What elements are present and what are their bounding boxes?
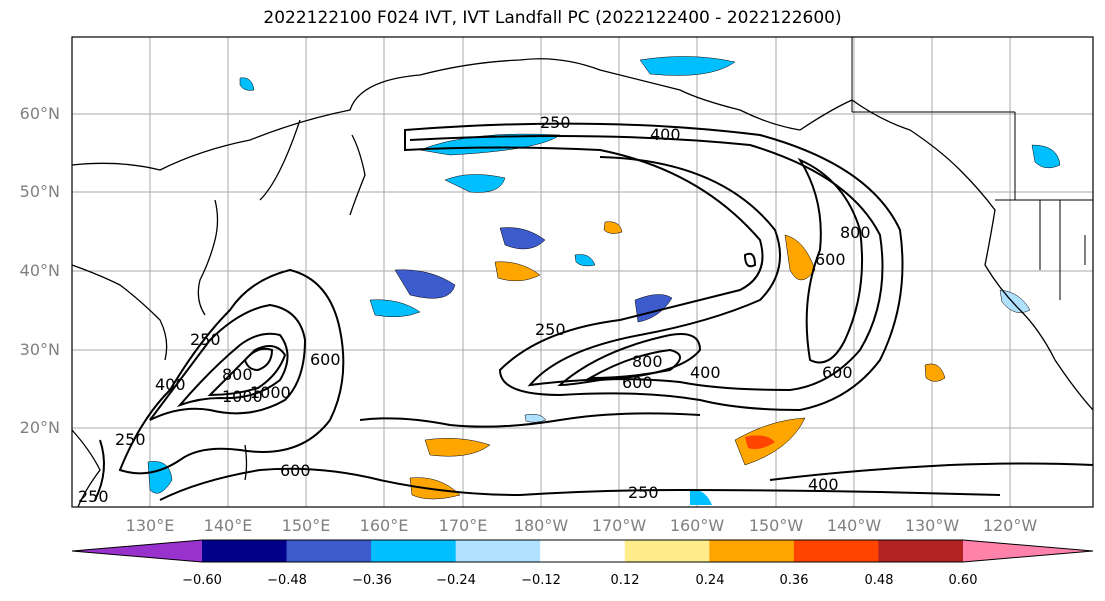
contour-label: 250 <box>78 487 109 506</box>
colorbar-segment <box>455 540 541 562</box>
colorbar-tick-label: −0.60 <box>182 573 222 588</box>
coastlines <box>71 58 1094 508</box>
lon-label: 140°W <box>826 516 882 535</box>
lat-label: 20°N <box>19 418 60 437</box>
contour-label: 600 <box>310 350 341 369</box>
colorbar-tick-label: 0.60 <box>948 573 978 588</box>
colorbar-segment <box>709 540 795 562</box>
lon-label: 120°W <box>982 516 1038 535</box>
colorbar-tick-label: −0.24 <box>436 573 476 588</box>
colorbar-tick-label: 0.48 <box>864 573 894 588</box>
map-title: 2022122100 F024 IVT, IVT Landfall PC (20… <box>263 8 842 28</box>
map-frame <box>71 36 1094 508</box>
colorbar-tick-label: 0.24 <box>695 573 725 588</box>
ivt-contours <box>94 122 1094 501</box>
lat-label: 50°N <box>19 182 60 201</box>
colorbar-segment <box>202 540 288 562</box>
contour-label: 250 <box>535 320 566 339</box>
lon-label: 170°W <box>591 516 647 535</box>
graticule <box>72 37 1093 507</box>
colorbar-segment <box>371 540 457 562</box>
colorbar-segment <box>793 540 879 562</box>
contour-label: 800 <box>840 223 871 242</box>
lon-label: 130°E <box>125 516 175 535</box>
contour-label: 1000 <box>222 387 263 406</box>
colorbar-tick-label: 0.36 <box>779 573 809 588</box>
lon-label: 130°W <box>904 516 960 535</box>
contour-label: 600 <box>622 373 653 392</box>
lat-label: 60°N <box>19 104 60 123</box>
colorbar <box>71 539 1094 563</box>
contour-label: 600 <box>280 461 311 480</box>
colorbar-tick-label: 0.12 <box>610 573 640 588</box>
contour-label: 250 <box>628 483 659 502</box>
lon-label: 170°E <box>438 516 488 535</box>
colorbar-segment <box>624 540 710 562</box>
contour-label: 600 <box>822 363 853 382</box>
colorbar-segment <box>286 540 372 562</box>
contour-label: 250 <box>190 330 221 349</box>
colorbar-tick-label: −0.12 <box>521 573 561 588</box>
colorbar-extend-max <box>963 540 1093 562</box>
lat-label: 30°N <box>19 340 60 359</box>
ivt-pc-shading <box>147 56 1061 505</box>
lon-label: 180°W <box>513 516 569 535</box>
lon-label: 160°W <box>669 516 725 535</box>
contour-label: 400 <box>650 125 681 144</box>
colorbar-segment <box>878 540 964 562</box>
contour-label: 400 <box>155 375 186 394</box>
lon-label: 150°E <box>281 516 331 535</box>
colorbar-segment <box>540 540 626 562</box>
contour-label-layer: 250 400 250 600 800 250 400 600 800 1000… <box>78 113 871 506</box>
colorbar-tick-label: −0.36 <box>352 573 392 588</box>
contour-label: 250 <box>115 430 146 449</box>
colorbar-outline <box>71 539 1094 563</box>
contour-label: 250 <box>540 113 571 132</box>
contour-label: 800 <box>632 352 663 371</box>
contour-label: 1000 <box>250 383 291 402</box>
contour-label: 400 <box>690 363 721 382</box>
contour-label: 600 <box>815 250 846 269</box>
borders <box>851 37 1093 300</box>
lon-label: 160°E <box>359 516 409 535</box>
contour-label: 400 <box>808 475 839 494</box>
lat-label: 40°N <box>19 261 60 280</box>
contour-label: 800 <box>222 365 253 384</box>
colorbar-extend-min <box>72 540 202 562</box>
lon-label: 150°W <box>748 516 804 535</box>
lon-label: 140°E <box>203 516 253 535</box>
colorbar-tick-label: −0.48 <box>267 573 307 588</box>
